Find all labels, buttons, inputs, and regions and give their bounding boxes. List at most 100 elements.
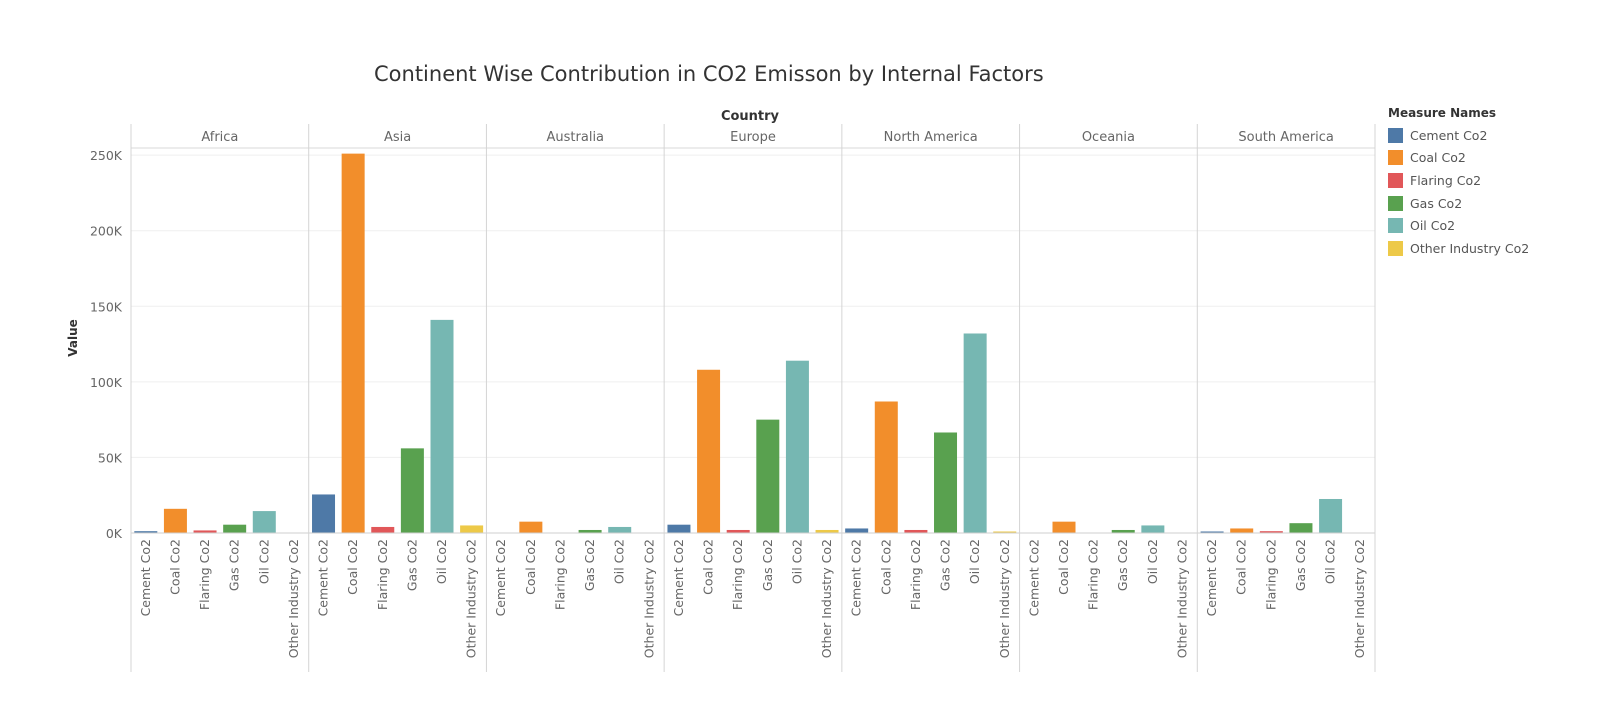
x-tick-label: Cement Co2 [1026,539,1041,616]
legend-item-gas-co2: Gas Co2 [1388,192,1529,215]
bar-north-america-cement-co2 [845,528,869,533]
legend: Measure Names Cement Co2 Coal Co2 Flaring … [1388,106,1529,260]
bar-europe-coal-co2 [697,369,721,533]
legend-swatch [1388,240,1403,256]
x-tick-label: Oil Co2 [1323,539,1338,584]
bar-south-america-flaring-co2 [1259,531,1283,533]
bar-north-america-flaring-co2 [904,529,928,533]
bar-south-america-cement-co2 [1200,531,1224,533]
x-tick-label: Oil Co2 [256,539,271,584]
x-tick-label: Flaring Co2 [730,539,745,610]
x-tick-label: Other Industry Co2 [819,539,834,658]
bar-south-america-oil-co2 [1319,498,1343,533]
y-tick-label: 100K [90,375,123,390]
x-tick-label: Cement Co2 [849,539,864,616]
x-tick-label: Cement Co2 [316,539,331,616]
x-tick-label: Oil Co2 [967,539,982,584]
column-header: Country [721,109,780,124]
bar-africa-flaring-co2 [193,530,217,533]
legend-item-other-industry-co2: Other Industry Co2 [1388,237,1529,260]
x-tick-label: Flaring Co2 [1086,539,1101,610]
y-tick-label: 50K [98,450,123,465]
panel-header-australia: Australia [547,130,605,145]
legend-label: Oil Co2 [1410,218,1456,234]
bar-asia-gas-co2 [400,448,424,533]
legend-item-oil-co2: Oil Co2 [1388,214,1529,237]
x-tick-label: Coal Co2 [345,539,360,595]
bar-europe-other-industry-co2 [815,529,839,533]
bar-south-america-coal-co2 [1230,528,1254,533]
x-tick-label: Cement Co2 [1204,539,1219,616]
legend-label: Other Industry Co2 [1410,240,1530,256]
bar-south-america-gas-co2 [1289,523,1313,533]
bar-asia-coal-co2 [341,153,365,533]
bar-oceania-gas-co2 [1111,529,1135,533]
bar-africa-coal-co2 [163,508,187,533]
legend-item-cement-co2: Cement Co2 [1388,124,1529,147]
x-tick-label: Other Industry Co2 [641,539,656,658]
x-tick-label: Coal Co2 [1056,539,1071,595]
bar-asia-flaring-co2 [371,526,395,533]
legend-label: Cement Co2 [1410,127,1488,143]
panel-header-europe: Europe [730,130,776,145]
bar-asia-other-industry-co2 [460,525,484,533]
x-tick-label: Coal Co2 [878,539,893,595]
y-tick-label: 250K [90,148,123,163]
bar-north-america-oil-co2 [963,333,987,533]
bar-europe-flaring-co2 [726,529,750,533]
legend-swatch [1388,195,1403,211]
x-tick-label: Oil Co2 [612,539,627,584]
bar-africa-gas-co2 [223,524,247,533]
legend-swatch [1388,127,1403,143]
panel-header-south-america: South America [1238,130,1334,145]
bar-oceania-coal-co2 [1052,521,1076,533]
bar-africa-oil-co2 [252,511,276,533]
x-tick-label: Other Industry Co2 [1174,539,1189,658]
y-axis-label: Value [66,319,80,357]
bar-north-america-coal-co2 [874,401,898,533]
legend-label: Flaring Co2 [1410,172,1482,188]
x-tick-label: Coal Co2 [523,539,538,595]
x-tick-label: Cement Co2 [138,539,153,616]
x-tick-label: Flaring Co2 [197,539,212,610]
x-tick-label: Other Industry Co2 [1352,539,1367,658]
x-tick-label: Flaring Co2 [552,539,567,610]
legend-title: Measure Names [1388,106,1497,120]
legend-swatch [1388,172,1403,188]
bar-australia-coal-co2 [519,521,543,533]
legend-item-flaring-co2: Flaring Co2 [1388,169,1529,192]
x-tick-label: Other Industry Co2 [286,539,301,658]
x-tick-label: Other Industry Co2 [464,539,479,658]
bar-asia-cement-co2 [312,494,336,533]
legend-swatch [1388,150,1403,166]
x-tick-label: Gas Co2 [404,539,419,591]
x-tick-label: Gas Co2 [1115,539,1130,591]
legend-swatch [1388,218,1403,234]
x-tick-label: Oil Co2 [1145,539,1160,584]
bar-africa-cement-co2 [134,531,158,533]
x-tick-label: Coal Co2 [167,539,182,595]
panel-header-oceania: Oceania [1082,130,1135,145]
legend-item-coal-co2: Coal Co2 [1388,147,1529,170]
x-tick-label: Cement Co2 [493,539,508,616]
x-tick-label: Gas Co2 [938,539,953,591]
bar-europe-oil-co2 [785,360,809,533]
x-tick-label: Gas Co2 [760,539,775,591]
bar-australia-oil-co2 [608,526,632,533]
bar-europe-cement-co2 [667,524,691,533]
legend-label: Coal Co2 [1410,150,1466,166]
bar-north-america-gas-co2 [934,432,958,533]
x-tick-label: Flaring Co2 [375,539,390,610]
bar-australia-gas-co2 [578,529,602,533]
x-tick-label: Gas Co2 [582,539,597,591]
x-tick-label: Gas Co2 [1293,539,1308,591]
x-tick-label: Gas Co2 [227,539,242,591]
x-tick-label: Flaring Co2 [1263,539,1278,610]
x-tick-label: Oil Co2 [789,539,804,584]
x-tick-label: Other Industry Co2 [997,539,1012,658]
panel-header-north-america: North America [884,130,978,145]
x-tick-label: Coal Co2 [701,539,716,595]
y-tick-label: 200K [90,224,123,239]
bar-north-america-other-industry-co2 [993,531,1017,533]
